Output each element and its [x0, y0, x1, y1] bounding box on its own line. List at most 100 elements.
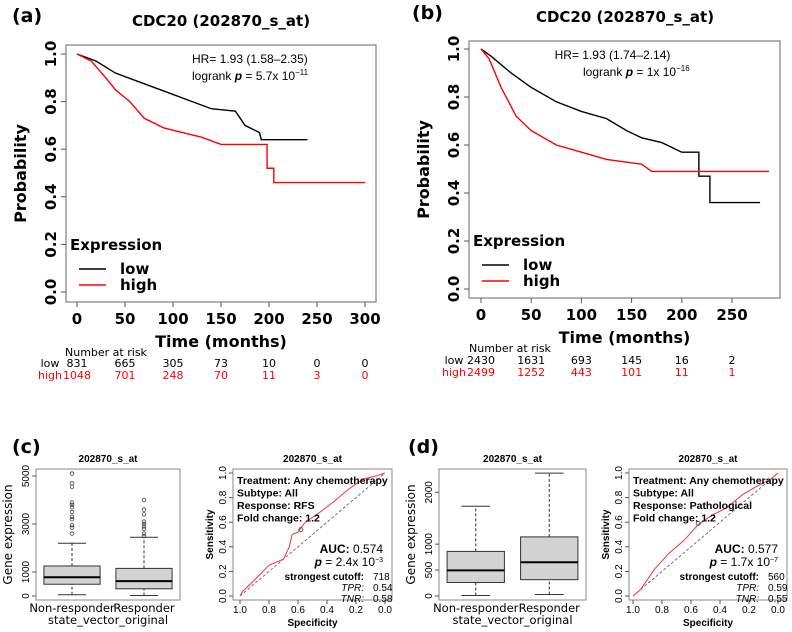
p-value: = 2.4x 10 [322, 555, 375, 569]
auc-value: 0.574 [350, 542, 384, 556]
legend-entry-high: high [120, 276, 157, 294]
y-tick-label: 0.0 [218, 589, 229, 603]
risk-value: 16 [675, 354, 689, 367]
strongest-tnr-label: TNR: [341, 594, 365, 605]
outlier-point [141, 519, 147, 524]
plot-frame [65, 44, 377, 303]
x-tick-label: 250 [301, 310, 332, 328]
y-axis-label: Sensitivity [601, 509, 612, 559]
y-tick-label: 0.6 [218, 515, 229, 529]
hazard-ratio: HR= 1.93 (1.58–2.35) [192, 52, 308, 66]
x-tick-label: 150 [616, 306, 647, 324]
x-tick-label: 0.6 [684, 605, 698, 616]
p-value-text: p = 1.7x 10−7 [709, 555, 778, 569]
risk-value: 70 [214, 369, 228, 382]
category-label: Non-responder [29, 601, 115, 615]
plot-frame [232, 468, 393, 601]
roc-info-line: Treatment: Any chemotherapy [633, 475, 784, 487]
outlier-point [141, 533, 147, 539]
roc-info-line: Response: Pathological [633, 500, 752, 512]
risk-row-label: high [38, 369, 62, 382]
y-tick-label: 0.2 [218, 564, 229, 578]
roc-info-line: Response: RFS [237, 500, 315, 512]
risk-value: 101 [621, 366, 642, 379]
p-symbol: p [625, 65, 633, 79]
chart-title: 202870_s_at [283, 454, 343, 465]
x-axis-label: Time (months) [559, 328, 691, 347]
x-axis-label: Specificity [287, 618, 337, 629]
p-exponent: −3 [375, 557, 383, 564]
risk-value: 693 [571, 354, 592, 367]
p-symbol: p [709, 555, 717, 569]
risk-value: 831 [67, 357, 88, 370]
x-tick-label: 50 [521, 306, 542, 324]
outlier-point [69, 500, 75, 505]
box-iqr [520, 536, 579, 581]
legend-title: Expression [473, 232, 565, 250]
x-tick-label: 0.4 [320, 605, 334, 616]
legend-entry-low: low [120, 260, 149, 278]
outlier-point [141, 507, 147, 512]
p-value: = 5.7x 10 [242, 69, 295, 83]
y-tick-label: 1.0 [445, 36, 463, 63]
y-tick-label: 0.8 [42, 88, 60, 115]
y-tick-label: 0.6 [614, 515, 625, 529]
diagonal-reference-line [632, 472, 779, 597]
y-tick-label: 1.0 [614, 466, 625, 480]
p-value: = 1.7x 10 [717, 555, 770, 569]
roc-info-line: Treatment: Any chemotherapy [237, 475, 388, 487]
risk-value: 1048 [63, 369, 91, 382]
y-tick-label: 0.6 [42, 136, 60, 163]
x-tick-label: 50 [115, 310, 136, 328]
y-tick-label: 3000 [21, 512, 32, 535]
category-label: Non-responder [433, 601, 519, 615]
outlier-point [69, 523, 75, 528]
risk-value: 2 [729, 354, 736, 367]
box-iqr [43, 565, 101, 585]
strongest-tpr-value: 0.59 [768, 583, 788, 594]
x-tick-label: 100 [157, 310, 188, 328]
risk-value: 0 [362, 369, 369, 382]
risk-value: 665 [115, 357, 136, 370]
y-tick-label: 1000 [21, 560, 32, 583]
y-tick-label: 0 [21, 593, 32, 599]
auc-label: AUC: [715, 542, 745, 556]
risk-value: 2430 [467, 354, 495, 367]
auc-text: AUC: 0.577 [715, 542, 779, 556]
chart-title: CDC20 (202870_s_at) [132, 12, 310, 30]
outlier-point [141, 524, 147, 529]
risk-row-label: low [445, 354, 464, 367]
cutoff-point [298, 527, 304, 532]
y-tick-label: 0.8 [614, 490, 625, 504]
x-tick-label: 100 [566, 306, 597, 324]
y-tick-label: 0.8 [445, 84, 463, 111]
risk-row-label: high [442, 366, 466, 379]
y-tick-label: 0.4 [218, 539, 229, 553]
plot-frame [468, 40, 781, 299]
logrank-p: logrank p = 1x 10−16 [583, 64, 690, 79]
risk-value: 10 [262, 357, 276, 370]
strongest-tpr-label: TPR: [341, 583, 364, 594]
x-tick-label: 300 [349, 310, 380, 328]
km-curve-low [480, 48, 761, 204]
strongest-tnr-label: TNR: [736, 594, 760, 605]
y-axis-label: Gene expression [1, 484, 15, 584]
plot-frame [628, 468, 788, 601]
p-value-text: p = 2.4x 10−3 [314, 555, 383, 569]
p-exponent: −11 [295, 68, 309, 77]
chart-title: 202870_s_at [483, 454, 543, 465]
roc-curve [239, 472, 386, 597]
y-tick-label: 0.0 [614, 589, 625, 603]
outlier-point [69, 471, 75, 476]
diagonal-reference-line [239, 472, 386, 597]
x-tick-label: 0.0 [378, 605, 392, 616]
x-tick-label: 0.8 [262, 605, 276, 616]
risk-value: 2499 [467, 366, 495, 379]
legend-entry-high: high [523, 272, 560, 290]
y-tick-label: 0.6 [445, 132, 463, 159]
auc-label: AUC: [320, 542, 350, 556]
x-tick-label: 0.2 [742, 605, 756, 616]
logrank-prefix: logrank [583, 65, 626, 79]
risk-table-title: Number at risk [469, 342, 552, 355]
